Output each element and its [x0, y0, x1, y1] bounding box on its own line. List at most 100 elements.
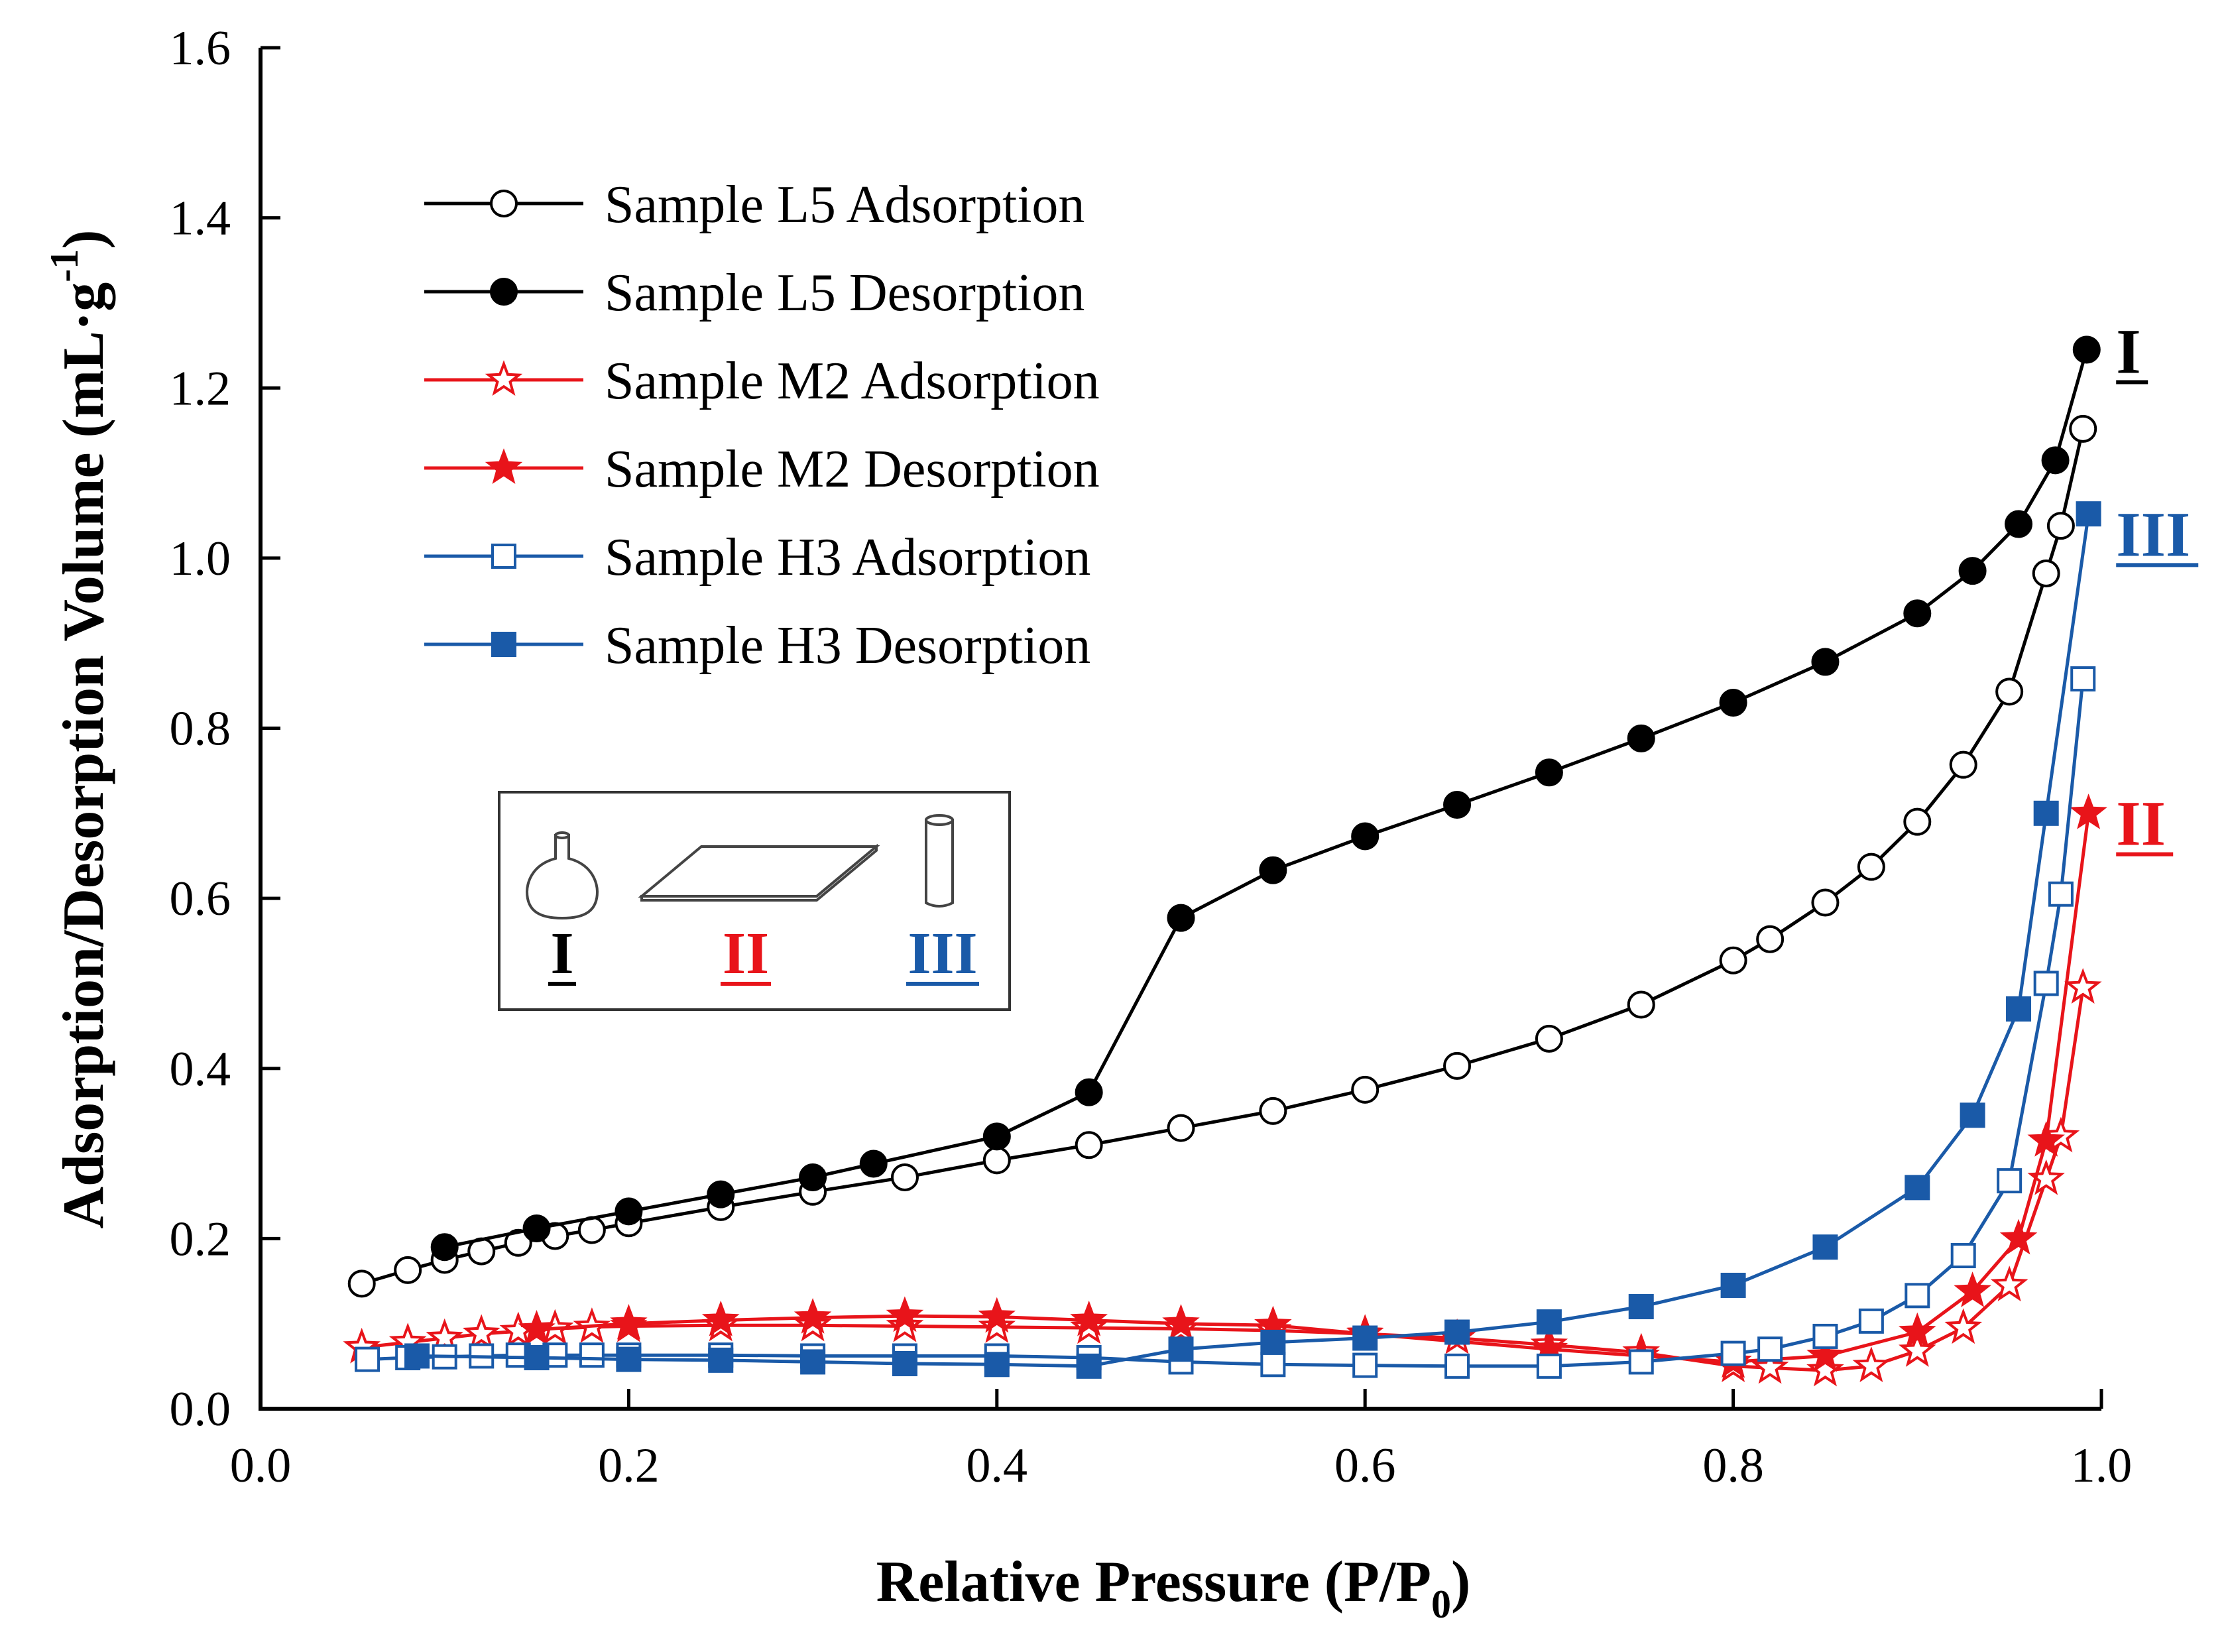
data-point-square — [708, 1347, 734, 1373]
data-point-star — [701, 1300, 740, 1336]
legend-label: Sample H3 Adsorption — [605, 528, 1090, 587]
data-point-star — [1944, 1308, 1983, 1344]
series-line — [367, 678, 2085, 1368]
data-point-circle — [1903, 599, 1932, 628]
legend-item: Sample M2 Adsorption — [424, 352, 1100, 410]
data-point-circle — [1351, 822, 1379, 851]
legend-item: Sample M2 Desorption — [424, 440, 1100, 499]
data-point-square — [1536, 1309, 1562, 1335]
data-point-circle — [2032, 559, 2060, 587]
data-point-square — [1444, 1353, 1470, 1379]
data-point-square — [524, 1345, 550, 1371]
data-point-square — [1168, 1336, 1194, 1362]
data-point-square — [2076, 501, 2101, 527]
series-sample-h3-desorption — [404, 501, 2101, 1379]
legend-item: Sample H3 Adsorption — [424, 528, 1090, 587]
curve-label: III — [2116, 499, 2190, 569]
data-point-circle — [347, 1269, 376, 1298]
y-tick-label: 0.0 — [170, 1382, 231, 1437]
legend-label: Sample L5 Adsorption — [605, 176, 1085, 234]
axis-ticks: 0.0 0.2 0.4 0.6 0.8 1.0 1.2 1.4 1.6 0.0 0.2 0.4 0.6 0… — [170, 21, 2133, 1493]
data-point-star — [2027, 1159, 2065, 1195]
data-point-star — [1954, 1271, 1991, 1307]
data-point-circle — [707, 1180, 735, 1209]
x-tick-label: 0.8 — [1702, 1439, 1764, 1493]
legend-item: Sample L5 Adsorption — [424, 176, 1085, 234]
data-point-square — [1960, 1102, 1985, 1128]
data-point-square — [1905, 1283, 1930, 1309]
legend-label: Sample H3 Desorption — [605, 617, 1090, 675]
data-point-star — [1162, 1303, 1200, 1340]
data-point-square — [1812, 1323, 1838, 1349]
slit-pore-icon — [638, 843, 880, 902]
data-point-square — [1260, 1329, 1286, 1355]
data-point-star — [1899, 1330, 1936, 1367]
data-point-square — [1352, 1325, 1378, 1351]
data-point-square — [579, 1342, 605, 1368]
cylindrical-pore-icon — [925, 814, 954, 908]
data-point-square — [1812, 1234, 1838, 1260]
legend-label: Sample M2 Desorption — [605, 440, 1100, 499]
data-point-circle — [2046, 512, 2075, 540]
y-axis-title: Adsorption/Desorption Volume (mL·g-1) — [42, 229, 116, 1228]
data-point-square — [1352, 1352, 1378, 1378]
data-point-circle — [1811, 648, 1840, 676]
curve-label: I — [2116, 316, 2141, 387]
data-point-circle — [1627, 990, 1655, 1019]
data-point-circle — [1167, 904, 1195, 932]
ink-bottle-pore-icon — [525, 831, 599, 920]
legend-label: Sample M2 Adsorption — [605, 352, 1100, 410]
data-point-circle — [1719, 946, 1747, 974]
data-point-square — [2070, 666, 2096, 692]
inset-label: III — [908, 921, 977, 986]
data-point-circle — [1167, 1114, 1195, 1142]
data-point-star — [2070, 794, 2107, 829]
data-point-circle — [1719, 689, 1747, 717]
data-point-circle — [1259, 1096, 1287, 1125]
legend-label: Sample L5 Desorption — [605, 264, 1085, 322]
data-point-square — [1628, 1349, 1654, 1375]
data-point-circle — [1259, 856, 1287, 884]
data-point-circle — [490, 190, 518, 217]
y-tick-label: 1.6 — [170, 21, 231, 76]
x-tick-label: 0.4 — [967, 1439, 1028, 1493]
legend: Sample L5 Adsorption Sample L5 Desorption… — [424, 176, 1100, 675]
data-point-square — [1997, 1168, 2023, 1194]
data-point-star — [1899, 1312, 1936, 1348]
data-point-circle — [1443, 1051, 1472, 1080]
data-point-circle — [1811, 888, 1840, 917]
data-point-square — [1076, 1353, 1102, 1379]
data-point-square — [2006, 996, 2032, 1022]
data-point-star — [485, 360, 523, 396]
data-point-square — [355, 1346, 381, 1372]
data-point-star — [1806, 1350, 1844, 1387]
inset-labels: I II III — [548, 921, 979, 986]
data-point-star — [886, 1306, 924, 1342]
data-point-star — [1852, 1346, 1891, 1382]
data-point-circle — [1075, 1078, 1103, 1106]
data-point-star — [610, 1303, 648, 1340]
data-point-square — [491, 544, 516, 569]
data-point-square — [984, 1352, 1010, 1378]
series-sample-m2-adsorption — [343, 968, 2102, 1387]
data-point-star — [2027, 1121, 2065, 1157]
data-point-square — [1260, 1352, 1286, 1378]
data-point-square — [1536, 1353, 1562, 1379]
data-point-circle — [522, 1214, 551, 1242]
data-point-circle — [1857, 853, 1885, 881]
data-point-star — [485, 448, 523, 485]
data-point-star — [978, 1307, 1016, 1343]
data-point-circle — [890, 1163, 919, 1191]
data-point-square — [1444, 1319, 1470, 1345]
data-point-circle — [982, 1146, 1011, 1175]
y-tick-label: 0.8 — [170, 702, 231, 756]
curve-label: II — [2116, 788, 2166, 859]
data-point-star — [1070, 1300, 1108, 1336]
data-point-square — [491, 632, 516, 657]
data-point-circle — [1535, 758, 1563, 787]
data-point-circle — [504, 1228, 532, 1257]
data-point-star — [1990, 1266, 2028, 1302]
data-point-star — [978, 1297, 1016, 1333]
y-tick-label: 0.4 — [170, 1042, 231, 1096]
series-sample-h3-adsorption — [355, 666, 2096, 1379]
